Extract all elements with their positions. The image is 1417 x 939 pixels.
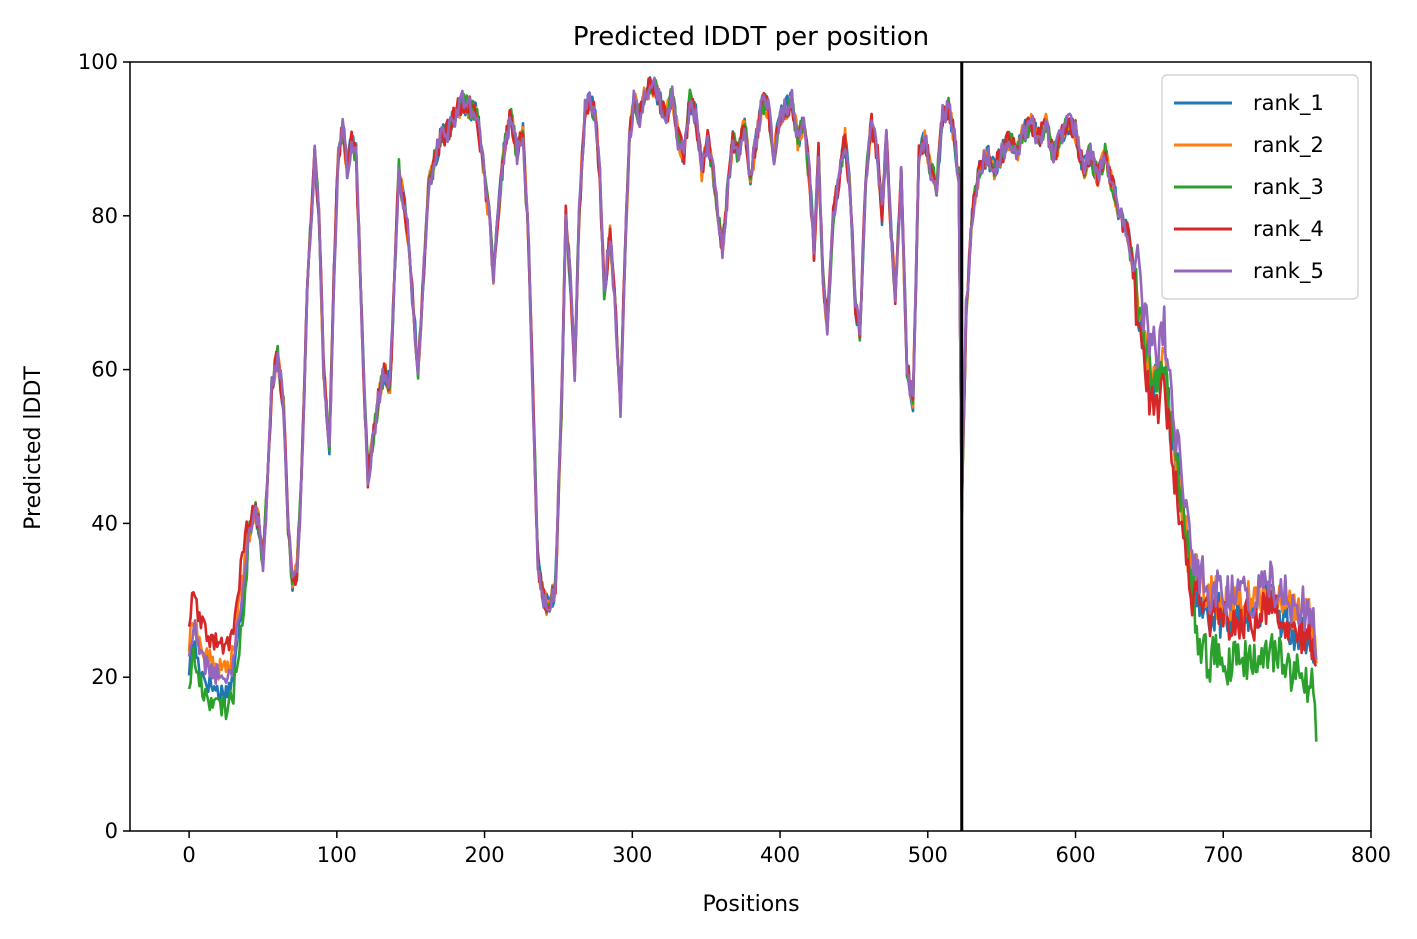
x-tick-label: 200	[465, 843, 505, 867]
series-layer	[187, 76, 1318, 742]
legend-label-rank_2: rank_2	[1253, 133, 1324, 158]
legend-label-rank_5: rank_5	[1253, 259, 1324, 284]
y-tick-label: 40	[91, 511, 118, 535]
legend-label-rank_1: rank_1	[1253, 91, 1324, 116]
y-tick-label: 20	[91, 665, 118, 689]
legend-label-rank_4: rank_4	[1253, 217, 1324, 242]
y-tick-label: 100	[78, 50, 118, 74]
legend: rank_1 rank_2 rank_3 rank_4 rank_5	[1161, 74, 1359, 300]
x-tick-label: 500	[908, 843, 948, 867]
legend-box	[1161, 74, 1359, 300]
x-axis: 0 100 200 300 400 500 600 700 800	[182, 831, 1391, 867]
y-tick-label: 0	[105, 819, 118, 843]
x-tick-label: 300	[612, 843, 652, 867]
x-tick-label: 700	[1203, 843, 1243, 867]
x-axis-label: Positions	[702, 892, 799, 917]
chart-title: Predicted lDDT per position	[573, 22, 929, 52]
y-tick-label: 80	[91, 204, 118, 228]
x-tick-label: 400	[760, 843, 800, 867]
plot-frame	[129, 61, 1372, 832]
x-tick-label: 800	[1351, 843, 1391, 867]
series-line-rank_5	[187, 76, 1318, 685]
x-tick-label: 600	[1055, 843, 1095, 867]
y-axis: 0 20 40 60 80 100	[78, 50, 130, 843]
legend-label-rank_3: rank_3	[1253, 175, 1324, 200]
y-tick-label: 60	[91, 358, 118, 382]
x-tick-label: 100	[317, 843, 357, 867]
y-axis-label: Predicted lDDT	[21, 366, 46, 530]
x-tick-label: 0	[182, 843, 195, 867]
